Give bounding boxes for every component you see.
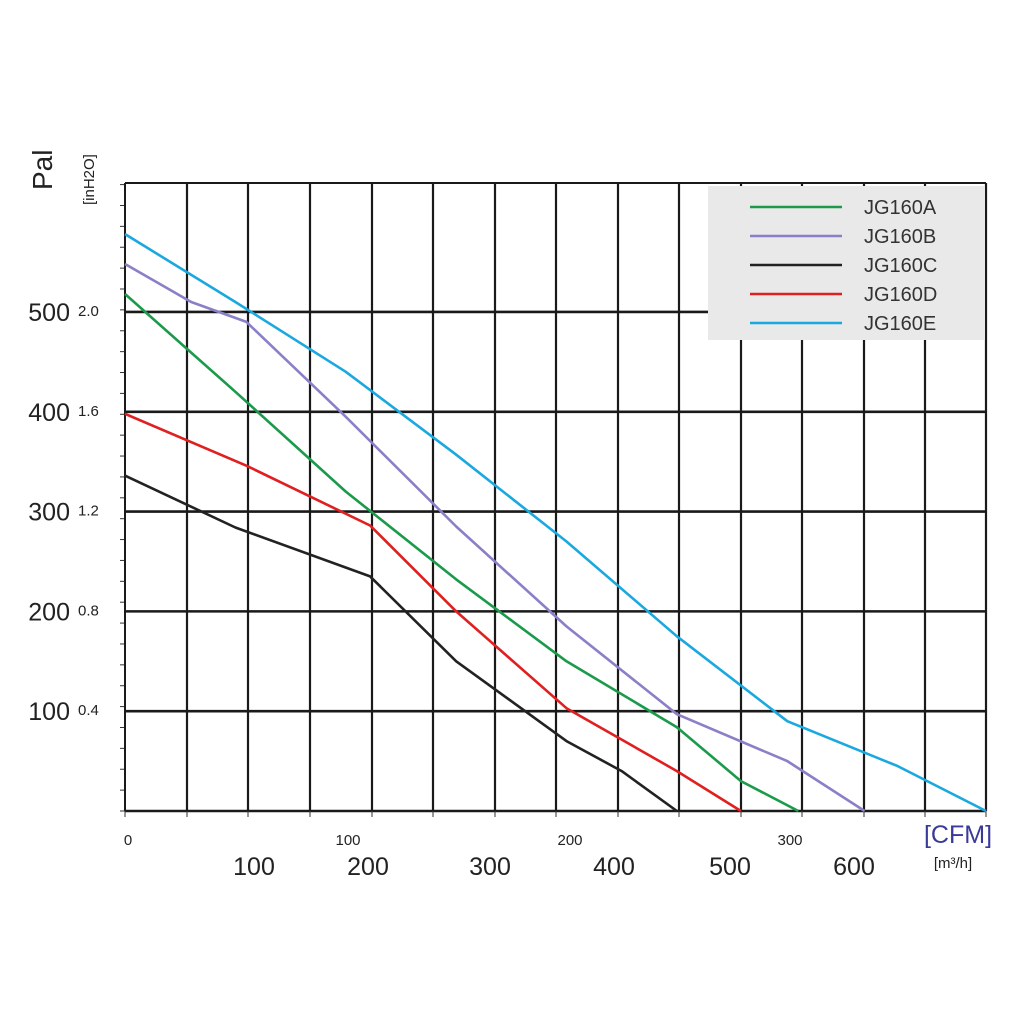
y-tick-inh2o: 1.2: [78, 503, 99, 520]
y-tick-inh2o: 2.0: [78, 303, 99, 320]
legend-label-jg160b: JG160B: [864, 226, 936, 248]
grid: [120, 182, 988, 817]
y-tick-pa: 300: [28, 499, 70, 527]
x-tick-cfm: 200: [557, 832, 582, 849]
y-tick-pa: 200: [28, 598, 70, 626]
x-tick-cfm: 0: [124, 832, 132, 849]
x-tick-m3h: 200: [347, 853, 389, 881]
y-tick-inh2o: 0.8: [78, 602, 99, 619]
legend-label-jg160a: JG160A: [864, 197, 937, 219]
x-tick-m3h: 500: [709, 853, 751, 881]
y-axis-label-inh2o: [inH2O]: [81, 154, 98, 205]
x-tick-m3h: 400: [593, 853, 635, 881]
curve-jg160e: [124, 232, 987, 813]
x-axis-label-cfm: [CFM]: [924, 821, 992, 849]
y-tick-pa: 400: [28, 399, 70, 427]
x-tick-m3h: 300: [469, 853, 511, 881]
y-tick-inh2o: 0.4: [78, 702, 99, 719]
curve-jg160a: [124, 293, 799, 813]
y-tick-pa: 100: [28, 698, 70, 726]
x-tick-m3h: 100: [233, 853, 275, 881]
legend-box: [708, 186, 985, 340]
legend-label-jg160c: JG160C: [864, 255, 937, 277]
x-tick-cfm: 100: [335, 832, 360, 849]
x-axis-label-m3h: [m³/h]: [934, 855, 972, 872]
legend-label-jg160d: JG160D: [864, 284, 937, 306]
legend-label-jg160e: JG160E: [864, 313, 936, 335]
axis-labels: 100 200 300 400 500 0.4 0.8 1.2 1.6 2.0 Pal [inH2O]…: [27, 150, 992, 881]
x-tick-cfm: 300: [777, 832, 802, 849]
curve-jg160c: [124, 474, 678, 813]
y-axis-label-pa: Pal: [27, 150, 58, 190]
legend: JG160A JG160B JG160C JG160D JG160E: [708, 186, 985, 340]
curve-jg160b: [124, 262, 866, 813]
curve-jg160d: [124, 412, 742, 813]
curves: [124, 232, 987, 813]
y-tick-inh2o: 1.6: [78, 403, 99, 420]
x-tick-m3h: 600: [833, 853, 875, 881]
y-tick-pa: 500: [28, 299, 70, 327]
